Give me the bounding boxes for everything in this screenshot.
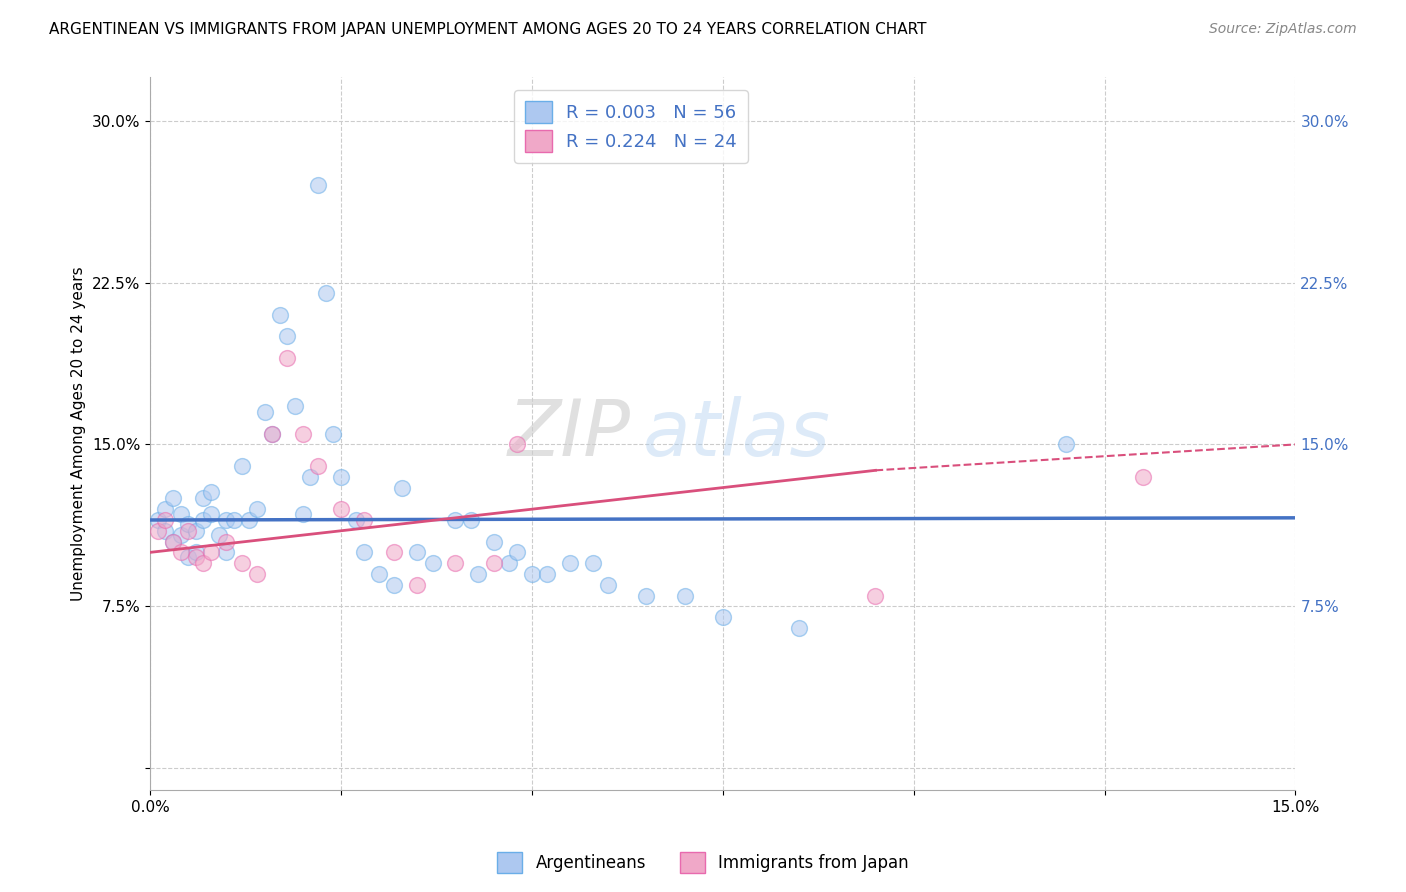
- Text: ZIP: ZIP: [508, 396, 631, 472]
- Point: [193, 556, 215, 570]
- Point: [253, 405, 276, 419]
- Point: [200, 484, 222, 499]
- Point: [598, 578, 620, 592]
- Point: [558, 556, 581, 570]
- Point: [498, 556, 520, 570]
- Point: [582, 556, 605, 570]
- Y-axis label: Unemployment Among Ages 20 to 24 years: Unemployment Among Ages 20 to 24 years: [72, 267, 86, 601]
- Point: [344, 513, 367, 527]
- Point: [177, 517, 200, 532]
- Text: atlas: atlas: [643, 396, 831, 472]
- Point: [262, 426, 284, 441]
- Point: [329, 470, 352, 484]
- Point: [406, 545, 429, 559]
- Point: [193, 513, 215, 527]
- Point: [162, 491, 184, 506]
- Point: [177, 549, 200, 564]
- Point: [636, 589, 658, 603]
- Legend: R = 0.003   N = 56, R = 0.224   N = 24: R = 0.003 N = 56, R = 0.224 N = 24: [515, 90, 748, 163]
- Point: [329, 502, 352, 516]
- Point: [291, 507, 314, 521]
- Point: [368, 566, 391, 581]
- Point: [787, 621, 810, 635]
- Point: [505, 545, 527, 559]
- Point: [353, 513, 375, 527]
- Point: [208, 528, 231, 542]
- Point: [169, 507, 191, 521]
- Point: [865, 589, 887, 603]
- Point: [155, 502, 177, 516]
- Point: [162, 534, 184, 549]
- Point: [1054, 437, 1077, 451]
- Point: [246, 502, 269, 516]
- Point: [382, 545, 405, 559]
- Point: [444, 556, 467, 570]
- Point: [146, 513, 169, 527]
- Point: [307, 178, 329, 193]
- Point: [184, 549, 207, 564]
- Point: [520, 566, 543, 581]
- Point: [215, 513, 238, 527]
- Point: [231, 556, 253, 570]
- Point: [460, 513, 482, 527]
- Point: [284, 399, 307, 413]
- Point: [246, 566, 269, 581]
- Point: [200, 507, 222, 521]
- Point: [307, 458, 329, 473]
- Point: [291, 426, 314, 441]
- Point: [299, 470, 322, 484]
- Point: [215, 545, 238, 559]
- Point: [146, 524, 169, 538]
- Point: [184, 524, 207, 538]
- Point: [444, 513, 467, 527]
- Point: [231, 458, 253, 473]
- Point: [222, 513, 245, 527]
- Point: [215, 534, 238, 549]
- Point: [482, 534, 505, 549]
- Point: [184, 545, 207, 559]
- Point: [673, 589, 696, 603]
- Point: [200, 545, 222, 559]
- Point: [276, 329, 298, 343]
- Point: [155, 513, 177, 527]
- Point: [315, 286, 337, 301]
- Point: [467, 566, 489, 581]
- Point: [406, 578, 429, 592]
- Text: ARGENTINEAN VS IMMIGRANTS FROM JAPAN UNEMPLOYMENT AMONG AGES 20 TO 24 YEARS CORR: ARGENTINEAN VS IMMIGRANTS FROM JAPAN UNE…: [49, 22, 927, 37]
- Point: [482, 556, 505, 570]
- Point: [155, 524, 177, 538]
- Point: [382, 578, 405, 592]
- Point: [505, 437, 527, 451]
- Point: [322, 426, 344, 441]
- Point: [276, 351, 298, 365]
- Point: [193, 491, 215, 506]
- Point: [711, 610, 734, 624]
- Point: [391, 481, 413, 495]
- Point: [177, 524, 200, 538]
- Point: [238, 513, 260, 527]
- Point: [536, 566, 558, 581]
- Point: [1132, 470, 1154, 484]
- Point: [162, 534, 184, 549]
- Point: [169, 545, 191, 559]
- Point: [169, 528, 191, 542]
- Legend: Argentineans, Immigrants from Japan: Argentineans, Immigrants from Japan: [491, 846, 915, 880]
- Point: [353, 545, 375, 559]
- Point: [269, 308, 291, 322]
- Point: [422, 556, 444, 570]
- Point: [262, 426, 284, 441]
- Text: Source: ZipAtlas.com: Source: ZipAtlas.com: [1209, 22, 1357, 37]
